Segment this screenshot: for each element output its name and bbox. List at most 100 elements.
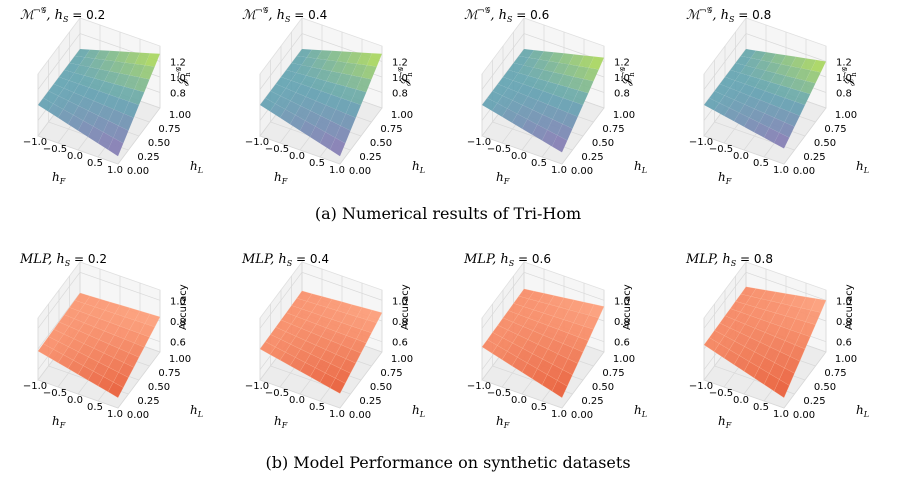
x-tick-label-4: 1.0 xyxy=(329,409,345,420)
grid-y-0 xyxy=(703,74,785,165)
x-axis-label: hF xyxy=(496,414,510,430)
x-tick-label-1: −0.5 xyxy=(709,144,733,155)
x-tick-label-3: 0.5 xyxy=(531,158,547,169)
surface-panel-a-2: −1.0−0.50.0 0.5 1.0 0.00 0.25 0.50 0.75 1.00 0.8… xyxy=(242,6,425,186)
y-tick-label-0: 0.00 xyxy=(127,410,149,421)
y-tick-label-1: 0.25 xyxy=(581,152,603,163)
surface-patch-5-3 xyxy=(547,94,564,109)
caption-a: (a) Numerical results of Tri-Hom xyxy=(315,204,581,223)
grid-y-0 xyxy=(259,74,341,165)
surface-patch-2-3 xyxy=(295,83,312,97)
surface-patch-3-5 xyxy=(94,68,110,82)
grid-y-0 xyxy=(37,318,119,409)
y-tick-label-3: 0.75 xyxy=(602,124,624,135)
z-tick-label-0: 0.8 xyxy=(392,89,408,100)
y-tick-label-4: 1.00 xyxy=(613,110,635,121)
x-axis-label: hF xyxy=(718,414,732,430)
surface-patch-0-1 xyxy=(487,90,503,104)
surface-patch-0-0 xyxy=(37,343,54,358)
panel-title: ℳ¬𝒢, hS = 0.2 xyxy=(20,6,105,24)
surface-patch-6-3 xyxy=(779,97,796,113)
z-axis-label: 𝒥¬𝒢h xyxy=(397,67,414,86)
surface-patch-2-3 xyxy=(73,83,90,97)
x-tick-label-2: 0.0 xyxy=(67,395,83,406)
z-tick-label-0: 0.6 xyxy=(836,338,852,349)
z-tick-label-2: 1.2 xyxy=(392,58,408,69)
surface-patch-2-5 xyxy=(527,67,544,79)
y-tick-label-4: 1.00 xyxy=(835,354,857,365)
x-tick-label-0: −1.0 xyxy=(467,381,491,392)
surface-patch-7-6 xyxy=(583,67,600,82)
z-tick-label-2: 1.0 xyxy=(614,296,630,307)
z-tick-label-1: 0.8 xyxy=(170,317,186,328)
z-tick-label-2: 1.2 xyxy=(836,58,852,69)
z-tick-label-1: 1.0 xyxy=(170,73,186,84)
y-tick-label-1: 0.25 xyxy=(581,396,603,407)
surface-patch-1-5 xyxy=(295,64,312,76)
surface-panel-a-3: −1.0−0.50.0 0.5 1.0 0.00 0.25 0.50 0.75 1.00 0.8… xyxy=(464,6,647,186)
y-tick-label-2: 0.50 xyxy=(148,138,170,149)
z-tick-label-0: 0.8 xyxy=(614,89,630,100)
surface-patch-4-3 xyxy=(537,90,554,105)
x-tick-label-3: 0.5 xyxy=(753,158,769,169)
surface-patch-0-7 xyxy=(740,48,757,59)
y-axis-label: hL xyxy=(634,403,647,419)
surface-patch-2-0 xyxy=(57,109,74,125)
y-tick-label-0: 0.00 xyxy=(127,166,149,177)
grid-y-0 xyxy=(37,74,119,165)
surface-patch-0-0 xyxy=(703,337,720,352)
y-tick-label-2: 0.50 xyxy=(592,138,614,149)
x-tick-label-3: 0.5 xyxy=(309,158,325,169)
x-tick-label-1: −0.5 xyxy=(43,388,67,399)
surface-patch-0-0 xyxy=(259,341,276,355)
x-tick-label-1: −0.5 xyxy=(43,144,67,155)
surface-patch-4-3 xyxy=(93,90,110,106)
x-tick-label-1: −0.5 xyxy=(487,388,511,399)
surface-patch-7-1 xyxy=(335,125,351,144)
z-tick-label-2: 1.2 xyxy=(614,58,630,69)
y-tick-label-4: 1.00 xyxy=(391,110,413,121)
y-tick-label-0: 0.00 xyxy=(349,166,371,177)
surface-patch-3-1 xyxy=(517,104,533,120)
surface-panel-b-2: −1.0−0.50.0 0.5 1.0 0.00 0.25 0.50 0.75 1.00 0.6… xyxy=(241,252,425,430)
x-tick-label-1: −0.5 xyxy=(265,388,289,399)
surface-patch-1-7 xyxy=(306,49,323,59)
panel-title: ℳ¬𝒢, hS = 0.8 xyxy=(686,6,771,24)
surface-patch-3-7 xyxy=(104,50,121,62)
y-tick-label-4: 1.00 xyxy=(169,110,191,121)
surface-panel-b-4: −1.0−0.50.0 0.5 1.0 0.00 0.25 0.50 0.75 1.00 0.6… xyxy=(685,252,869,430)
x-tick-label-4: 1.0 xyxy=(773,165,789,176)
z-axis-label: Accuracy xyxy=(400,284,411,330)
z-axis-label: 𝒥¬𝒢h xyxy=(841,67,858,86)
panel-title: ℳ¬𝒢, hS = 0.6 xyxy=(464,6,549,24)
z-tick-label-2: 1.0 xyxy=(170,296,186,307)
surface-patch-0-3 xyxy=(497,76,514,89)
surface-patch-3-1 xyxy=(295,105,311,121)
x-tick-label-2: 0.0 xyxy=(733,151,749,162)
surface-patch-0-3 xyxy=(275,76,292,89)
x-tick-label-2: 0.0 xyxy=(511,151,527,162)
surface-patch-7-3 xyxy=(123,101,140,119)
surface-patch-0-7 xyxy=(296,48,313,58)
grid-y-1 xyxy=(714,60,795,151)
surface-patch-0-3 xyxy=(53,76,70,89)
y-tick-label-1: 0.25 xyxy=(803,396,825,407)
grid-y-0 xyxy=(703,318,785,409)
y-tick-label-3: 0.75 xyxy=(602,368,624,379)
x-tick-label-3: 0.5 xyxy=(87,402,103,413)
y-axis-label: hL xyxy=(412,403,425,419)
z-tick-label-1: 0.8 xyxy=(836,317,852,328)
y-tick-label-3: 0.75 xyxy=(158,124,180,135)
z-tick-label-2: 1.2 xyxy=(170,58,186,69)
panel-title: MLP, hS = 0.2 xyxy=(19,252,107,268)
y-tick-label-0: 0.00 xyxy=(349,410,371,421)
surface-patch-6-3 xyxy=(113,97,130,114)
y-axis-label: hL xyxy=(634,159,647,175)
surface-patch-0-0 xyxy=(481,339,498,354)
surface-patch-0-1 xyxy=(265,90,281,104)
surface-patch-7-3 xyxy=(567,101,584,118)
x-tick-label-2: 0.0 xyxy=(511,395,527,406)
y-tick-label-2: 0.50 xyxy=(814,382,836,393)
y-axis-label: hL xyxy=(856,159,869,175)
